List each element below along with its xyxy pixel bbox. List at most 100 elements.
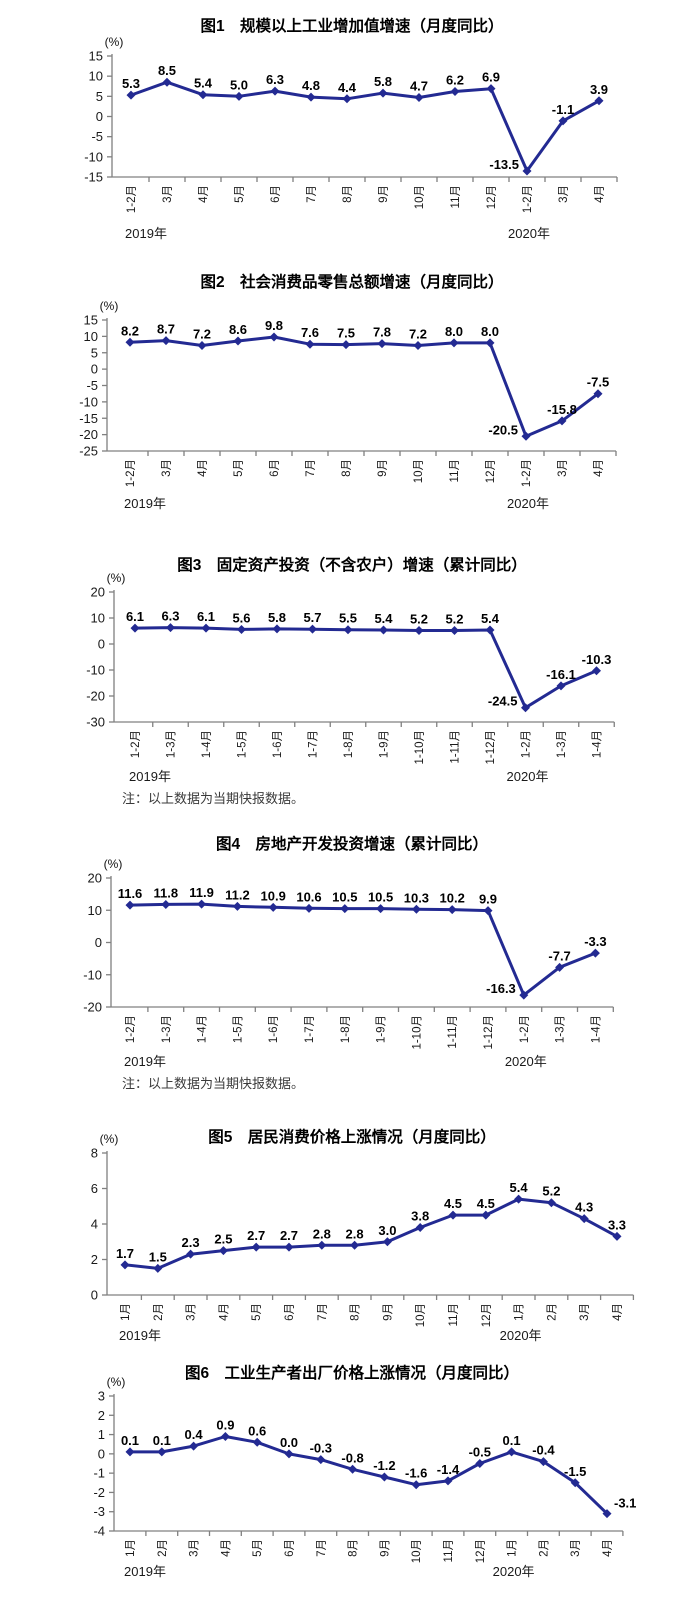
x-tick-label: 1-7月	[308, 730, 320, 758]
y-tick-label: 3	[98, 1389, 105, 1404]
x-tick-label: 11月	[450, 185, 462, 208]
unit-label: (%)	[100, 299, 119, 313]
x-tick-label: 11月	[443, 1539, 455, 1562]
data-label: 5.2	[445, 611, 463, 626]
data-point-marker	[450, 86, 460, 96]
data-point-marker	[340, 904, 350, 914]
data-point-marker	[220, 1432, 230, 1441]
data-point-marker	[555, 962, 565, 972]
y-tick-label: 10	[89, 69, 103, 84]
data-label: 5.4	[374, 611, 393, 626]
data-label: 5.8	[268, 610, 286, 625]
data-point-marker	[538, 1457, 548, 1467]
data-label: -1.5	[564, 1464, 586, 1479]
year-label: 2020年	[507, 769, 549, 784]
x-tick-label: 1-8月	[340, 1015, 352, 1043]
data-point-marker	[485, 338, 495, 348]
chart-note: 注：以上数据为当期快报数据。	[122, 791, 305, 806]
data-label: 2.8	[313, 1226, 331, 1241]
data-point-marker	[166, 623, 175, 633]
data-label: -0.8	[341, 1450, 363, 1465]
year-label: 2019年	[124, 1564, 166, 1579]
x-tick-label: 1-2月	[125, 459, 137, 487]
data-point-marker	[125, 900, 135, 910]
data-point-marker	[157, 1447, 167, 1457]
x-tick-label: 1-6月	[268, 1015, 280, 1043]
x-tick-label: 2月	[153, 1303, 165, 1321]
data-label: 11.9	[189, 885, 214, 900]
data-point-marker	[376, 904, 386, 914]
x-tick-label: 11月	[448, 1303, 460, 1326]
data-point-marker	[448, 1210, 458, 1220]
x-tick-label: 1-11月	[447, 1015, 459, 1049]
year-label: 2019年	[124, 496, 166, 511]
data-point-marker	[378, 88, 388, 98]
y-tick-label: 20	[91, 585, 105, 600]
data-label: -1.6	[405, 1466, 427, 1481]
x-tick-label: 1-10月	[414, 730, 426, 765]
data-point-marker	[125, 337, 135, 347]
data-label: 10.2	[440, 891, 465, 906]
data-point-marker	[305, 339, 315, 349]
chart6-canvas: 图6 工业生产者出厂价格上涨情况（月度同比） (%)3 2 1 0 -1 -2 -3 -4 0.1…	[93, 1363, 636, 1579]
data-label: 0.1	[121, 1433, 139, 1448]
y-tick-label: -15	[84, 170, 103, 185]
data-point-marker	[197, 899, 207, 909]
y-tick-label: 0	[91, 1288, 98, 1303]
y-tick-label: 4	[91, 1217, 98, 1232]
data-label: -7.7	[548, 948, 570, 963]
x-tick-label: 1-5月	[237, 730, 249, 758]
x-tick-label: 2月	[538, 1539, 550, 1557]
y-tick-label: 15	[84, 313, 98, 328]
y-tick-label: -10	[86, 663, 105, 678]
data-label: 3.9	[590, 82, 608, 97]
data-label: 5.4	[510, 1180, 529, 1195]
data-point-marker	[612, 1231, 622, 1241]
data-point-marker	[317, 1240, 327, 1250]
x-tick-label: 1-9月	[379, 730, 391, 758]
data-label: 8.5	[158, 63, 176, 78]
data-point-marker	[130, 623, 140, 633]
data-label: 6.2	[446, 72, 464, 87]
data-point-marker	[125, 1447, 135, 1457]
data-label: 10.5	[368, 890, 393, 905]
x-tick-label: 1-9月	[376, 1015, 388, 1043]
data-point-marker	[343, 625, 353, 635]
data-point-marker	[198, 90, 208, 100]
data-point-marker	[316, 1455, 326, 1465]
data-point-marker	[475, 1459, 485, 1468]
x-tick-label: 1月	[125, 1539, 137, 1557]
data-point-marker	[161, 899, 171, 909]
data-label: 6.9	[482, 70, 500, 85]
data-point-marker	[251, 1242, 261, 1252]
y-tick-label: 0	[98, 637, 105, 652]
data-line	[123, 1197, 619, 1270]
x-tick-label: 1-4月	[201, 730, 213, 758]
x-tick-label: 1-3月	[166, 730, 178, 758]
x-tick-label: 1-8月	[343, 730, 355, 758]
x-tick-label: 8月	[348, 1539, 360, 1557]
y-tick-label: 6	[91, 1181, 98, 1196]
data-point-marker	[415, 1223, 425, 1233]
x-tick-label: 4月	[218, 1303, 230, 1321]
data-label: 7.5	[337, 326, 355, 341]
y-tick-label: 5	[91, 345, 98, 360]
x-tick-label: 12月	[481, 1303, 493, 1327]
y-tick-label: 1	[98, 1427, 105, 1442]
x-tick-label: 3月	[570, 1539, 582, 1557]
data-point-marker	[411, 1480, 421, 1490]
data-point-marker	[556, 681, 566, 691]
y-tick-label: 0	[96, 109, 103, 124]
chart-note: 注：以上数据为当期快报数据。	[122, 1076, 305, 1091]
x-tick-label: 9月	[378, 185, 390, 203]
x-tick-label: 3月	[558, 185, 570, 203]
data-label: -1.4	[437, 1462, 460, 1477]
data-label: -20.5	[488, 422, 518, 437]
x-tick-label: 5月	[252, 1539, 264, 1557]
data-point-marker	[306, 92, 316, 102]
y-tick-label: -20	[86, 689, 105, 704]
x-tick-label: 3月	[186, 1303, 198, 1321]
unit-label: (%)	[104, 857, 123, 871]
data-label: 4.5	[477, 1196, 495, 1211]
data-point-marker	[592, 666, 601, 676]
